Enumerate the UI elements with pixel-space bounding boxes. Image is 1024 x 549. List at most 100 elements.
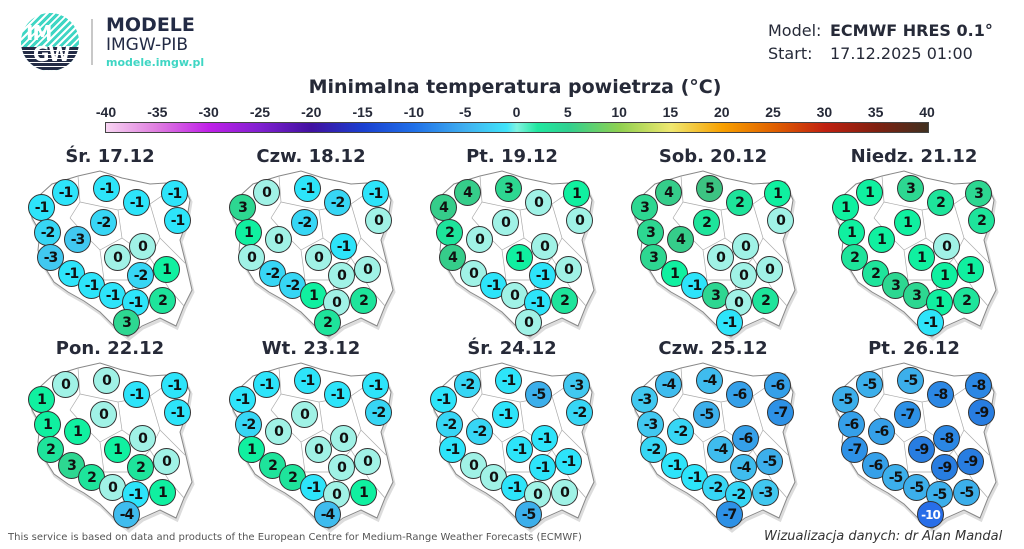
day-title: Śr. 17.12 <box>65 146 155 167</box>
station-temperature-marker: -5 <box>756 448 783 475</box>
station-temperature-marker: -1 <box>716 309 743 336</box>
station-temperature-marker: -1 <box>123 381 150 408</box>
station-temperature-marker: 3 <box>882 272 909 299</box>
day-title: Pt. 26.12 <box>868 338 960 359</box>
station-temperature-marker: 3 <box>113 309 140 336</box>
station-temperature-marker: 1 <box>64 418 91 445</box>
station-temperature-marker: 0 <box>933 233 960 260</box>
station-temperature-marker: 3 <box>229 194 256 221</box>
station-temperature-marker: -4 <box>113 501 140 528</box>
station-temperature-marker: -2 <box>365 399 392 426</box>
station-temperature-marker: -1 <box>492 401 519 428</box>
station-temperature-marker: -9 <box>957 448 984 475</box>
station-temperature-marker: 1 <box>235 219 262 246</box>
logo-divider <box>91 19 93 65</box>
station-temperature-marker: -1 <box>501 474 528 501</box>
station-temperature-marker: 4 <box>454 179 481 206</box>
station-temperature-marker: -1 <box>529 262 556 289</box>
station-temperature-marker: 3 <box>897 175 924 202</box>
colorbar-tick-label: -5 <box>458 104 472 120</box>
brand-org: IMGW-PIB <box>106 35 189 55</box>
station-temperature-marker: 0 <box>265 226 292 253</box>
station-temperature-marker: -3 <box>752 479 779 506</box>
station-temperature-marker: -2 <box>566 399 593 426</box>
colorbar-tick-label: -35 <box>147 104 168 120</box>
day-map: Czw. 18.12 3 0 -1 -2 -1 0 -2 1 0 0 -1 0 -2 0 0 -2 1 0 2 2 <box>201 140 401 341</box>
station-temperature-marker: -5 <box>953 479 980 506</box>
station-temperature-marker: 0 <box>253 179 280 206</box>
station-temperature-marker: -4 <box>655 371 682 398</box>
station-temperature-marker: 1 <box>832 194 859 221</box>
station-temperature-marker: 0 <box>756 256 783 283</box>
colorbar-tick-label: 10 <box>611 104 627 120</box>
station-temperature-marker: -5 <box>903 474 930 501</box>
station-temperature-marker: -4 <box>314 501 341 528</box>
station-temperature-marker: -7 <box>716 501 743 528</box>
station-temperature-marker: -5 <box>693 401 720 428</box>
station-temperature-marker: 2 <box>149 287 176 314</box>
colorbar-tick-label: 0 <box>512 104 521 120</box>
poland-outline-map <box>431 362 597 533</box>
station-temperature-marker: 0 <box>328 454 355 481</box>
station-temperature-marker: -8 <box>927 381 954 408</box>
station-temperature-marker: 1 <box>153 256 180 283</box>
station-temperature-marker: -1 <box>531 425 558 452</box>
station-temperature-marker: -8 <box>933 425 960 452</box>
brand-title: MODELE <box>106 14 195 36</box>
station-temperature-marker: -2 <box>235 411 262 438</box>
poland-outline-map <box>632 170 798 341</box>
station-temperature-marker: 2 <box>968 207 995 234</box>
station-temperature-marker: -6 <box>764 372 791 399</box>
station-temperature-marker: 0 <box>466 226 493 253</box>
station-temperature-marker: 0 <box>305 244 332 271</box>
station-temperature-marker: 3 <box>631 194 658 221</box>
brand-url-link[interactable]: modele.imgw.pl <box>106 56 205 69</box>
station-temperature-marker: -9 <box>931 454 958 481</box>
station-temperature-marker: -9 <box>908 436 935 463</box>
station-temperature-marker: 0 <box>354 448 381 475</box>
station-temperature-marker: -1 <box>93 175 120 202</box>
station-temperature-marker: 0 <box>291 401 318 428</box>
station-temperature-marker: 1 <box>350 479 377 506</box>
station-temperature-marker: -4 <box>730 454 757 481</box>
station-temperature-marker: 3 <box>58 452 85 479</box>
station-temperature-marker: -5 <box>525 381 552 408</box>
station-temperature-marker: -1 <box>917 309 944 336</box>
day-map: Pt. 26.12 -5 -5 -5 -8 -8 -9 -7 -6 -6 -7 -8 -9 -6 -9 -9-… <box>804 332 1004 533</box>
station-temperature-marker: -1 <box>324 381 351 408</box>
station-temperature-marker: -5 <box>926 481 953 508</box>
station-temperature-marker: 1 <box>149 479 176 506</box>
station-temperature-marker: -5 <box>515 501 542 528</box>
station-temperature-marker: 0 <box>104 244 131 271</box>
station-temperature-marker: -2 <box>454 371 481 398</box>
station-temperature-marker: 0 <box>492 209 519 236</box>
start-value: 17.12.2025 01:00 <box>830 44 973 63</box>
colorbar-tick-label: 25 <box>765 104 781 120</box>
station-temperature-marker: -1 <box>555 448 582 475</box>
day-map: Pt. 19.12 4 4 3 0 1 0 0 2 0 4 0 1 0 0 -1 -1 0 -1 2 0 <box>402 140 602 341</box>
station-temperature-marker: 0 <box>90 401 117 428</box>
day-map: Pon. 22.12 1 0 0 -1 -1 -1 0 1 1 2 0 1 3 0 2 2 0 -1 1 -4 <box>0 332 200 533</box>
station-temperature-marker: 0 <box>129 425 156 452</box>
station-temperature-marker: -1 <box>294 175 321 202</box>
station-temperature-marker: -1 <box>123 189 150 216</box>
station-temperature-marker: -6 <box>726 381 753 408</box>
day-title: Sob. 20.12 <box>658 146 768 167</box>
day-map: Śr. 17.12 -1 -1 -1 -1 -1 -1 -2 -2 -3 -3 0 0 -1 1 -2 -1 -1… <box>0 140 200 341</box>
start-label: Start: <box>768 44 813 63</box>
station-temperature-marker: 0 <box>129 233 156 260</box>
station-temperature-marker: 0 <box>515 309 542 336</box>
station-temperature-marker: 0 <box>265 418 292 445</box>
imgw-logo: IM GW <box>21 13 79 71</box>
station-temperature-marker: 2 <box>78 464 105 491</box>
station-temperature-marker: -4 <box>707 436 734 463</box>
colorbar-tick-label: 35 <box>867 104 884 120</box>
station-temperature-marker: 2 <box>436 219 463 246</box>
poland-outline-map <box>29 362 195 533</box>
station-temperature-marker: 2 <box>551 287 578 314</box>
station-temperature-marker: 1 <box>838 219 865 246</box>
poland-outline-map <box>29 170 195 341</box>
station-temperature-marker: 1 <box>34 411 61 438</box>
station-temperature-marker: -1 <box>164 207 191 234</box>
